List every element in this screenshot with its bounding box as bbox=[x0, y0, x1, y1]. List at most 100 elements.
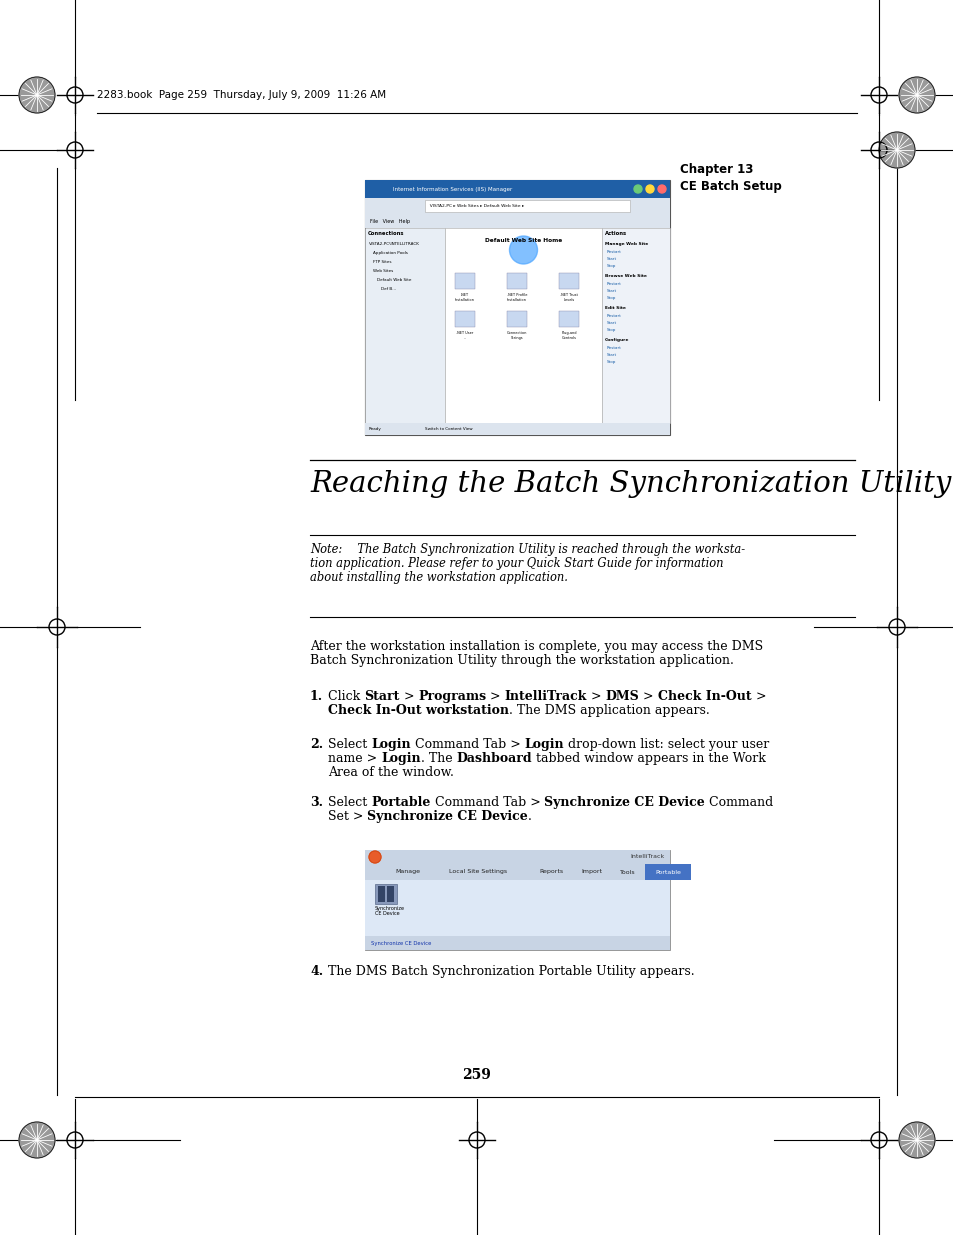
Bar bbox=[424, 200, 629, 212]
Text: 1.: 1. bbox=[310, 690, 323, 703]
Text: Switch to Content View: Switch to Content View bbox=[424, 427, 472, 431]
Text: Dashboard: Dashboard bbox=[456, 752, 532, 764]
Text: drop-down list: select your user: drop-down list: select your user bbox=[563, 739, 769, 751]
Bar bbox=[387, 885, 394, 902]
Circle shape bbox=[19, 1123, 55, 1158]
Text: Start: Start bbox=[606, 321, 617, 325]
Text: Start: Start bbox=[606, 289, 617, 293]
Text: Stop: Stop bbox=[606, 296, 616, 300]
Text: IntelliTrack: IntelliTrack bbox=[504, 690, 586, 703]
Text: 4.: 4. bbox=[310, 965, 323, 978]
Text: Import: Import bbox=[581, 869, 602, 874]
Bar bbox=[644, 864, 690, 881]
Circle shape bbox=[898, 77, 934, 112]
Text: 3.: 3. bbox=[310, 797, 323, 809]
Text: Internet Information Services (IIS) Manager: Internet Information Services (IIS) Mana… bbox=[393, 186, 512, 191]
Text: about installing the workstation application.: about installing the workstation applica… bbox=[310, 571, 567, 584]
Text: Programs: Programs bbox=[417, 690, 486, 703]
Text: Application Pools: Application Pools bbox=[373, 251, 408, 254]
Bar bbox=[365, 864, 669, 881]
Text: The DMS Batch Synchronization Portable Utility appears.: The DMS Batch Synchronization Portable U… bbox=[328, 965, 694, 978]
Text: Click: Click bbox=[328, 690, 364, 703]
Text: Manage Web Site: Manage Web Site bbox=[604, 242, 648, 246]
Text: >: > bbox=[486, 690, 504, 703]
Text: 2283.book  Page 259  Thursday, July 9, 2009  11:26 AM: 2283.book Page 259 Thursday, July 9, 200… bbox=[97, 90, 386, 100]
Text: Portable: Portable bbox=[371, 797, 430, 809]
Text: Login: Login bbox=[371, 739, 411, 751]
Text: CE Device: CE Device bbox=[375, 911, 399, 916]
Text: . The DMS application appears.: . The DMS application appears. bbox=[509, 704, 709, 718]
Text: Restart: Restart bbox=[606, 249, 621, 254]
Circle shape bbox=[878, 132, 914, 168]
Bar bbox=[365, 850, 669, 950]
Text: Web Sites: Web Sites bbox=[373, 269, 393, 273]
Text: Batch Synchronization Utility through the workstation application.: Batch Synchronization Utility through th… bbox=[310, 655, 733, 667]
Bar bbox=[365, 881, 669, 936]
Bar bbox=[506, 311, 526, 327]
Bar bbox=[365, 228, 444, 424]
Text: Restart: Restart bbox=[606, 346, 621, 350]
Text: Check In-Out: Check In-Out bbox=[658, 690, 751, 703]
Text: 259: 259 bbox=[462, 1068, 491, 1082]
Text: Default Web Site Home: Default Web Site Home bbox=[484, 238, 561, 243]
Text: Login: Login bbox=[524, 739, 563, 751]
Circle shape bbox=[19, 77, 55, 112]
Text: .NET Trust
Levels: .NET Trust Levels bbox=[559, 293, 578, 301]
Text: Connection
Strings: Connection Strings bbox=[506, 331, 527, 340]
Text: .: . bbox=[528, 810, 532, 823]
Text: Restart: Restart bbox=[606, 314, 621, 317]
Circle shape bbox=[369, 851, 380, 863]
Text: tion application. Please refer to your Quick Start Guide for information: tion application. Please refer to your Q… bbox=[310, 557, 722, 571]
Bar bbox=[365, 850, 669, 864]
Text: Reaching the Batch Synchronization Utility: Reaching the Batch Synchronization Utili… bbox=[310, 471, 950, 498]
Text: Start: Start bbox=[606, 353, 617, 357]
Text: Tools: Tools bbox=[619, 869, 635, 874]
Text: Default Web Site: Default Web Site bbox=[376, 278, 411, 282]
Text: 2.: 2. bbox=[310, 739, 323, 751]
Text: Check In-Out workstation: Check In-Out workstation bbox=[328, 704, 509, 718]
Bar bbox=[365, 198, 669, 214]
Text: >: > bbox=[586, 690, 605, 703]
Text: Stop: Stop bbox=[606, 329, 616, 332]
Circle shape bbox=[645, 185, 654, 193]
Text: After the workstation installation is complete, you may access the DMS: After the workstation installation is co… bbox=[310, 640, 762, 653]
Text: Reports: Reports bbox=[538, 869, 563, 874]
Text: . The: . The bbox=[420, 752, 456, 764]
Bar bbox=[365, 424, 669, 435]
Text: tabbed window appears in the Work: tabbed window appears in the Work bbox=[532, 752, 765, 764]
Text: Synchronize: Synchronize bbox=[375, 906, 405, 911]
Text: Command Tab >: Command Tab > bbox=[430, 797, 544, 809]
Text: Local Site Settings: Local Site Settings bbox=[449, 869, 507, 874]
Text: IntelliTrack: IntelliTrack bbox=[630, 855, 664, 860]
Text: Edit Site: Edit Site bbox=[604, 306, 625, 310]
Text: Set >: Set > bbox=[328, 810, 367, 823]
Text: Connections: Connections bbox=[368, 231, 404, 236]
Bar bbox=[455, 273, 475, 289]
Circle shape bbox=[509, 236, 537, 264]
Text: Portable: Portable bbox=[655, 869, 680, 874]
Bar bbox=[365, 180, 669, 435]
Text: Chapter 13
CE Batch Setup: Chapter 13 CE Batch Setup bbox=[679, 163, 781, 193]
Bar bbox=[377, 885, 385, 902]
Circle shape bbox=[898, 1123, 934, 1158]
Text: Restart: Restart bbox=[606, 282, 621, 287]
Text: Ready: Ready bbox=[369, 427, 381, 431]
Text: Start: Start bbox=[606, 257, 617, 261]
Text: Configure: Configure bbox=[604, 338, 629, 342]
Bar bbox=[365, 214, 669, 228]
Text: .NET User
...: .NET User ... bbox=[456, 331, 473, 340]
Text: File   View   Help: File View Help bbox=[370, 219, 410, 224]
Text: Synchronize CE Device: Synchronize CE Device bbox=[371, 941, 431, 946]
Text: Start: Start bbox=[364, 690, 399, 703]
Text: >: > bbox=[639, 690, 658, 703]
Text: name >: name > bbox=[328, 752, 381, 764]
Text: Manage: Manage bbox=[395, 869, 420, 874]
Bar bbox=[558, 311, 578, 327]
Bar bbox=[455, 311, 475, 327]
Bar bbox=[365, 936, 669, 950]
Bar bbox=[365, 180, 669, 198]
Text: DMS: DMS bbox=[605, 690, 639, 703]
Text: VISTA2-PC ▸ Web Sites ▸ Default Web Site ▸: VISTA2-PC ▸ Web Sites ▸ Default Web Site… bbox=[427, 204, 524, 207]
Text: .NET Profile
Installation: .NET Profile Installation bbox=[506, 293, 527, 301]
Text: .NET
Installation: .NET Installation bbox=[455, 293, 475, 301]
